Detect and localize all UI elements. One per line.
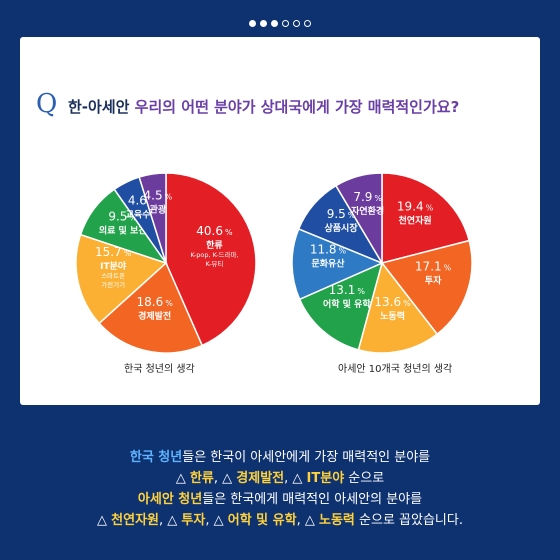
percent-sign: % bbox=[165, 193, 173, 202]
slice-value-label: 7.9% bbox=[353, 190, 382, 204]
summary-sep: △ bbox=[175, 471, 190, 486]
caption-korea: 한국 청년의 생각 bbox=[124, 364, 195, 375]
slice-category-label: 상품시장 bbox=[325, 222, 359, 234]
slice-category-label: 의료 및 보건 bbox=[99, 225, 147, 237]
summary-hallyu: 한류 bbox=[189, 471, 214, 486]
pie-slice bbox=[380, 239, 473, 336]
summary-labor: 노동력 bbox=[319, 513, 355, 528]
summary-resources: 천연자원 bbox=[111, 513, 159, 528]
summary-asean-youth: 아세안 청년 bbox=[137, 492, 203, 507]
summary-sep: , △ bbox=[205, 513, 228, 528]
chart-card: Q 한-아세안 우리의 어떤 분야가 상대국에게 가장 매력적인가요? 40.6… bbox=[20, 37, 540, 405]
slice-category-label: IT분야 bbox=[100, 260, 127, 272]
slice-value-label: 9.5% bbox=[327, 207, 356, 221]
percent-sign: % bbox=[129, 214, 137, 223]
percent-sign: % bbox=[348, 211, 356, 220]
summary-it: IT분야 bbox=[306, 471, 345, 486]
slice-category-label: 천연자원 bbox=[399, 214, 432, 226]
summary-economy: 경제발전 bbox=[236, 471, 285, 486]
summary-line-1: 한국 청년들은 한국이 아세안에게 가장 매력적인 분야를 bbox=[0, 447, 560, 468]
question-title-part2: 우리의 어떤 분야가 상대국에게 가장 매력적인가요? bbox=[134, 98, 460, 116]
summary-investment: 투자 bbox=[181, 513, 206, 528]
summary-sep: △ bbox=[97, 513, 112, 528]
summary-sep: , △ bbox=[284, 471, 307, 486]
slice-category-label: 어학 및 유학 bbox=[323, 298, 371, 310]
pie-slice bbox=[357, 261, 439, 354]
summary-closing: 순으로 꼽았습니다. bbox=[354, 513, 463, 528]
percent-sign: % bbox=[403, 299, 411, 308]
slice-category-label: 경제발전 bbox=[138, 310, 171, 322]
caption-asean: 아세안 10개국 청년의 생각 bbox=[338, 364, 453, 375]
summary-line-3-text: 들은 한국에게 매력적인 아세안의 분야를 bbox=[202, 492, 423, 507]
summary-line-3: 아세안 청년들은 한국에게 매력적인 아세안의 분야를 bbox=[0, 489, 560, 510]
slice-category-label: 한류 bbox=[206, 239, 223, 251]
pie-slice bbox=[75, 233, 168, 325]
page-dot[interactable] bbox=[282, 20, 289, 27]
page-dot[interactable] bbox=[271, 20, 278, 27]
question-title-part1: 한-아세안 bbox=[68, 98, 130, 116]
percent-sign: % bbox=[339, 247, 347, 256]
summary-study: 어학 및 유학 bbox=[227, 513, 297, 528]
slice-sub-label: K-pop, K-드라마, bbox=[190, 250, 238, 259]
percent-sign: % bbox=[426, 203, 434, 212]
slice-category-label: 자연환경 bbox=[351, 205, 384, 217]
page-indicator bbox=[0, 12, 560, 31]
page-dot[interactable] bbox=[249, 20, 256, 27]
summary-sep: , △ bbox=[159, 513, 182, 528]
slice-category-label: 문화유산 bbox=[311, 258, 345, 270]
percent-sign: % bbox=[225, 228, 233, 237]
summary-sep: , △ bbox=[213, 471, 237, 486]
page-dot[interactable] bbox=[260, 20, 267, 27]
slice-category-label: 관광 bbox=[150, 204, 167, 216]
pie-slice bbox=[291, 228, 384, 301]
slice-category-label: 투자 bbox=[425, 274, 442, 286]
summary-sep: , △ bbox=[296, 513, 319, 528]
pie-slice bbox=[381, 172, 471, 264]
pie-slice bbox=[98, 261, 204, 354]
slice-sub-label: 스마트폰 bbox=[101, 271, 125, 280]
slice-category-label: 교육수준 bbox=[126, 210, 159, 221]
summary-line-1-text: 들은 한국이 아세안에게 가장 매력적인 분야를 bbox=[182, 450, 431, 465]
slice-sub-label: K-뷰티 bbox=[206, 259, 224, 268]
percent-sign: % bbox=[124, 249, 132, 258]
percent-sign: % bbox=[374, 194, 382, 203]
question-title: 한-아세안 우리의 어떤 분야가 상대국에게 가장 매력적인가요? bbox=[68, 96, 459, 117]
summary-korean-youth: 한국 청년 bbox=[129, 450, 183, 465]
question-mark: Q bbox=[36, 89, 58, 119]
pie-slice bbox=[138, 172, 167, 264]
summary-line-2: △ 한류, △ 경제발전, △ IT분야 순으로 bbox=[0, 468, 560, 489]
pie-slice bbox=[165, 172, 257, 347]
summary-line-4: △ 천연자원, △ 투자, △ 어학 및 유학, △ 노동력 순으로 꼽았습니다… bbox=[0, 510, 560, 531]
percent-sign: % bbox=[444, 263, 452, 272]
slice-sub-label: 가전기기 bbox=[101, 280, 125, 289]
slice-value-label: 4.5% bbox=[144, 189, 173, 203]
pie-slice bbox=[334, 172, 383, 266]
percent-sign: % bbox=[165, 299, 173, 308]
slice-category-label: 노동력 bbox=[380, 310, 405, 322]
summary-text: 한국 청년들은 한국이 아세안에게 가장 매력적인 분야를 △ 한류, △ 경제… bbox=[0, 447, 560, 531]
percent-sign: % bbox=[357, 287, 365, 296]
pie-slice bbox=[298, 261, 384, 351]
page-dot[interactable] bbox=[304, 20, 311, 27]
summary-order: 순으로 bbox=[344, 471, 385, 486]
page-dot[interactable] bbox=[293, 20, 300, 27]
slice-value-label: 9.5% bbox=[108, 210, 137, 224]
